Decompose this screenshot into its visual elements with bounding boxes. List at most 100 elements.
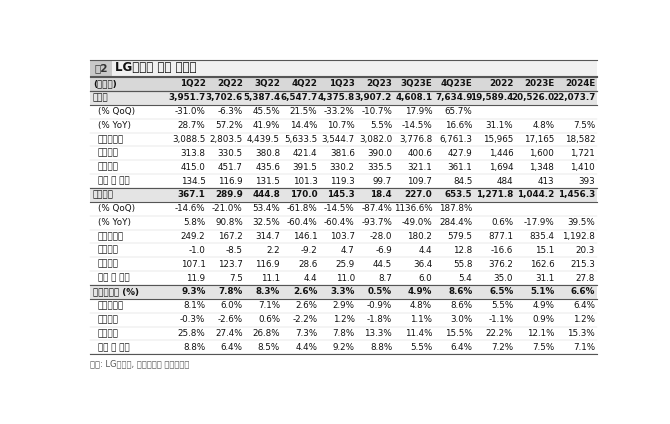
Text: 249.2: 249.2 (181, 232, 206, 241)
Text: 4.7: 4.7 (341, 246, 355, 255)
Text: 8.1%: 8.1% (184, 301, 206, 310)
Text: 27.8: 27.8 (576, 273, 595, 282)
Text: 321.1: 321.1 (407, 163, 432, 172)
Text: 44.5: 44.5 (373, 259, 392, 269)
Text: 4.9%: 4.9% (532, 301, 554, 310)
Text: 5.1%: 5.1% (530, 287, 554, 296)
Text: (십억원): (십억원) (93, 79, 117, 89)
Text: 3,951.7: 3,951.7 (168, 93, 206, 102)
Text: 65.7%: 65.7% (444, 107, 472, 116)
Bar (90, 60, 597, 75)
Text: 15,965: 15,965 (483, 135, 513, 144)
Text: 215.3: 215.3 (570, 259, 595, 269)
Text: 3,082.0: 3,082.0 (359, 135, 392, 144)
Text: 5.5%: 5.5% (370, 121, 392, 130)
Text: 기판소재: 기판소재 (98, 329, 119, 338)
Text: 광학솔루션: 광학솔루션 (98, 135, 124, 144)
Text: 4,608.1: 4,608.1 (395, 93, 432, 102)
Text: -21.0%: -21.0% (212, 204, 243, 213)
Text: 3.3%: 3.3% (330, 287, 355, 296)
Text: 330.2: 330.2 (330, 163, 355, 172)
Text: 7.1%: 7.1% (258, 301, 280, 310)
Text: 10.7%: 10.7% (327, 121, 355, 130)
Text: 3Q22: 3Q22 (254, 79, 280, 89)
Text: 2.9%: 2.9% (333, 301, 355, 310)
Bar (90, 119, 597, 132)
Bar (90, 257, 597, 271)
Text: -0.9%: -0.9% (367, 301, 392, 310)
Text: 1,192.8: 1,192.8 (562, 232, 595, 241)
Text: 4Q22: 4Q22 (291, 79, 318, 89)
Text: 653.5: 653.5 (445, 190, 472, 199)
Text: 4.4%: 4.4% (295, 343, 318, 352)
Text: -2.6%: -2.6% (218, 315, 243, 324)
Text: 134.5: 134.5 (180, 176, 206, 186)
Text: 4.8%: 4.8% (532, 121, 554, 130)
Text: -8.5: -8.5 (226, 246, 243, 255)
Text: 8.6%: 8.6% (448, 287, 472, 296)
Text: 0.6%: 0.6% (491, 218, 513, 227)
Text: 1136.6%: 1136.6% (393, 204, 432, 213)
Text: 7.5%: 7.5% (573, 121, 595, 130)
Text: 5.5%: 5.5% (491, 301, 513, 310)
Text: 4,375.8: 4,375.8 (318, 93, 355, 102)
Text: 7.2%: 7.2% (491, 343, 513, 352)
Text: 2022: 2022 (489, 79, 513, 89)
Text: 15.5%: 15.5% (444, 329, 472, 338)
Text: 314.7: 314.7 (255, 232, 280, 241)
Text: 6,761.3: 6,761.3 (440, 135, 472, 144)
Text: 145.3: 145.3 (327, 190, 355, 199)
Text: 7.5%: 7.5% (532, 343, 554, 352)
Text: 4.8%: 4.8% (410, 301, 432, 310)
Text: 4.4: 4.4 (419, 246, 432, 255)
Bar (90, 160, 597, 174)
Text: 103.7: 103.7 (330, 232, 355, 241)
Text: 335.5: 335.5 (367, 163, 392, 172)
Bar (90, 91, 597, 105)
Text: 14.4%: 14.4% (290, 121, 318, 130)
Bar (90, 188, 597, 202)
Text: 146.1: 146.1 (293, 232, 318, 241)
Text: 5,387.4: 5,387.4 (243, 93, 280, 102)
Text: -6.9: -6.9 (375, 246, 392, 255)
Text: 17,165: 17,165 (524, 135, 554, 144)
Text: 107.1: 107.1 (180, 259, 206, 269)
Text: 15.3%: 15.3% (567, 329, 595, 338)
Text: 427.9: 427.9 (448, 149, 472, 158)
Text: 45.5%: 45.5% (253, 107, 280, 116)
Text: -1.0: -1.0 (188, 246, 206, 255)
Text: 5,633.5: 5,633.5 (284, 135, 318, 144)
Text: 25.9: 25.9 (336, 259, 355, 269)
Text: 390.0: 390.0 (367, 149, 392, 158)
Text: -87.4%: -87.4% (361, 204, 392, 213)
Text: LG이노텍 실적 테이블: LG이노텍 실적 테이블 (115, 61, 196, 74)
Text: 1.2%: 1.2% (333, 315, 355, 324)
Text: 1,694: 1,694 (488, 163, 513, 172)
Bar (90, 312, 597, 326)
Text: 53.4%: 53.4% (253, 204, 280, 213)
Text: 18,582: 18,582 (565, 135, 595, 144)
Text: -2.2%: -2.2% (292, 315, 318, 324)
Bar (90, 285, 597, 299)
Text: 3Q23E: 3Q23E (401, 79, 432, 89)
Text: 3.0%: 3.0% (450, 315, 472, 324)
Text: 7.3%: 7.3% (295, 329, 318, 338)
Text: 187.8%: 187.8% (439, 204, 472, 213)
Text: 162.6: 162.6 (530, 259, 554, 269)
Text: 170.0: 170.0 (290, 190, 318, 199)
Text: 84.5: 84.5 (453, 176, 472, 186)
Bar (90, 243, 597, 257)
Bar (90, 216, 597, 229)
Text: -14.6%: -14.6% (175, 204, 206, 213)
Text: 19,589.4: 19,589.4 (470, 93, 513, 102)
Text: 5.5%: 5.5% (410, 343, 432, 352)
Text: -14.5%: -14.5% (324, 204, 355, 213)
Text: 2023E: 2023E (524, 79, 554, 89)
Text: 4,439.5: 4,439.5 (247, 135, 280, 144)
Bar (90, 174, 597, 188)
Text: 57.2%: 57.2% (215, 121, 243, 130)
Text: 421.4: 421.4 (293, 149, 318, 158)
Text: -14.5%: -14.5% (401, 121, 432, 130)
Text: -93.7%: -93.7% (361, 218, 392, 227)
Text: 11.1: 11.1 (261, 273, 280, 282)
